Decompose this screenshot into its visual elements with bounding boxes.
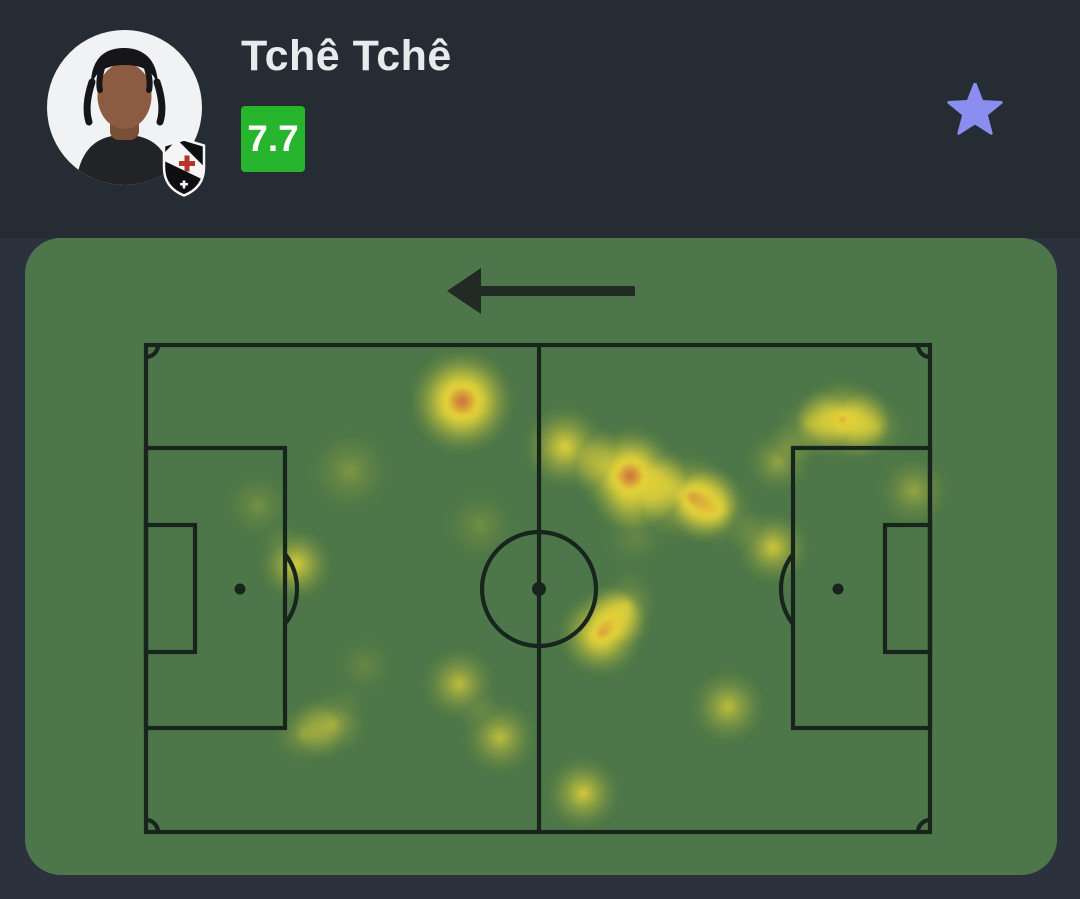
right-penalty-area (790, 445, 933, 731)
favorite-star-icon[interactable] (946, 83, 1004, 139)
left-penalty-arc (283, 552, 300, 626)
right-six-yard-box (882, 522, 933, 655)
player-rating-badge: 7.7 (241, 106, 305, 172)
pitch-markings (143, 268, 933, 835)
player-name: Tchê Tchê (241, 32, 452, 80)
player-silhouette (75, 48, 174, 185)
corner-arc-top-right (915, 344, 931, 360)
right-penalty-arc (778, 552, 795, 626)
player-header: Tchê Tchê 7.7 (0, 0, 1080, 238)
corner-arc-top-left (145, 344, 161, 360)
left-penalty-area (143, 445, 288, 731)
center-circle (479, 529, 599, 649)
corner-arc-bottom-right (915, 817, 931, 833)
center-spot (532, 582, 546, 596)
right-penalty-spot (832, 583, 844, 595)
attack-direction-arrow (447, 268, 635, 314)
pitch-spots (234, 582, 844, 596)
heatmap-card (25, 238, 1057, 875)
left-six-yard-box (143, 522, 198, 655)
left-penalty-spot (234, 583, 246, 595)
corner-arc-bottom-left (145, 817, 161, 833)
club-badge-icon (162, 138, 206, 197)
player-photo (47, 30, 202, 185)
